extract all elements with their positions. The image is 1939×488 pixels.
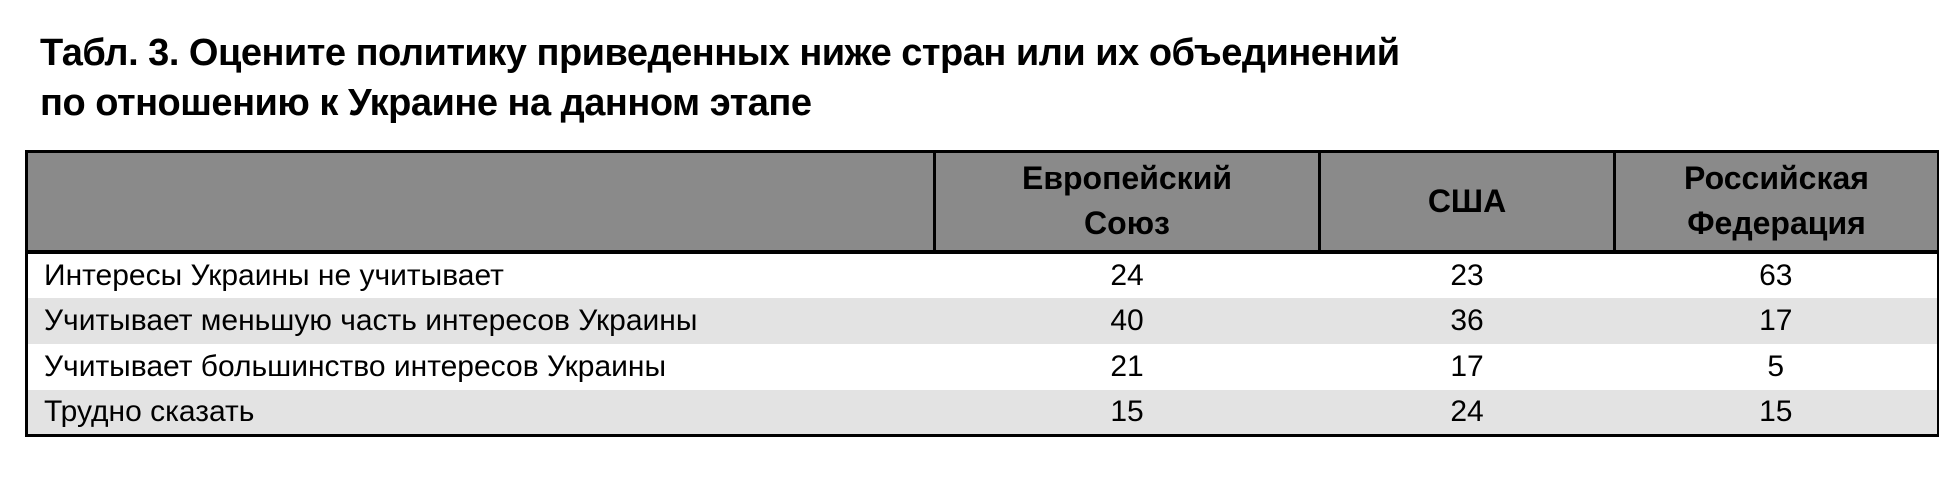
cell-eu-value: 15 (1110, 394, 1144, 428)
cell-rf-value: 63 (1759, 258, 1793, 292)
table-header: Европейский Союз США Российская Федераци… (26, 151, 1939, 254)
cell-usa-value: 36 (1450, 303, 1484, 337)
cell-eu-value: 24 (1110, 258, 1144, 292)
table-row: Учитывает меньшую часть интересов Украин… (26, 297, 1939, 344)
table-title-line2: по отношению к Украине на данном этапе (40, 82, 812, 124)
table-row: Трудно сказать 15 24 15 (26, 389, 1939, 436)
header-cell-european-union: Европейский Союз (933, 151, 1320, 254)
header-cell-empty (26, 151, 935, 254)
header-row: Европейский Союз США Российская Федераци… (26, 151, 1939, 254)
cell-eu-value: 40 (1110, 303, 1144, 337)
table-row: Интересы Украины не учитывает 24 23 63 (27, 252, 1939, 298)
cell-rf-value: 5 (1767, 349, 1785, 383)
header-cell-russian-federation: Российская Федерация (1613, 151, 1939, 254)
table-title: Табл. 3. Оцените политику приведенных ни… (40, 28, 1939, 128)
cell-rf-value: 17 (1759, 303, 1793, 337)
row-label: Учитывает большинство интересов Украины (44, 349, 667, 383)
table-row: Учитывает большинство интересов Украины … (27, 344, 1939, 390)
row-label: Учитывает меньшую часть интересов Украин… (44, 303, 698, 337)
survey-results-table: Европейский Союз США Российская Федераци… (25, 150, 1939, 437)
cell-usa-value: 23 (1450, 258, 1484, 292)
table-body: Интересы Украины не учитывает 24 23 63 У… (26, 252, 1939, 436)
row-label: Трудно сказать (44, 394, 255, 428)
header-cell-usa: США (1318, 151, 1615, 254)
cell-usa-value: 24 (1450, 394, 1484, 428)
row-label: Интересы Украины не учитывает (44, 258, 504, 292)
cell-usa-value: 17 (1450, 349, 1484, 383)
cell-eu-value: 21 (1110, 349, 1144, 383)
table-title-line1: Табл. 3. Оцените политику приведенных ни… (40, 32, 1400, 74)
cell-rf-value: 15 (1759, 394, 1793, 428)
